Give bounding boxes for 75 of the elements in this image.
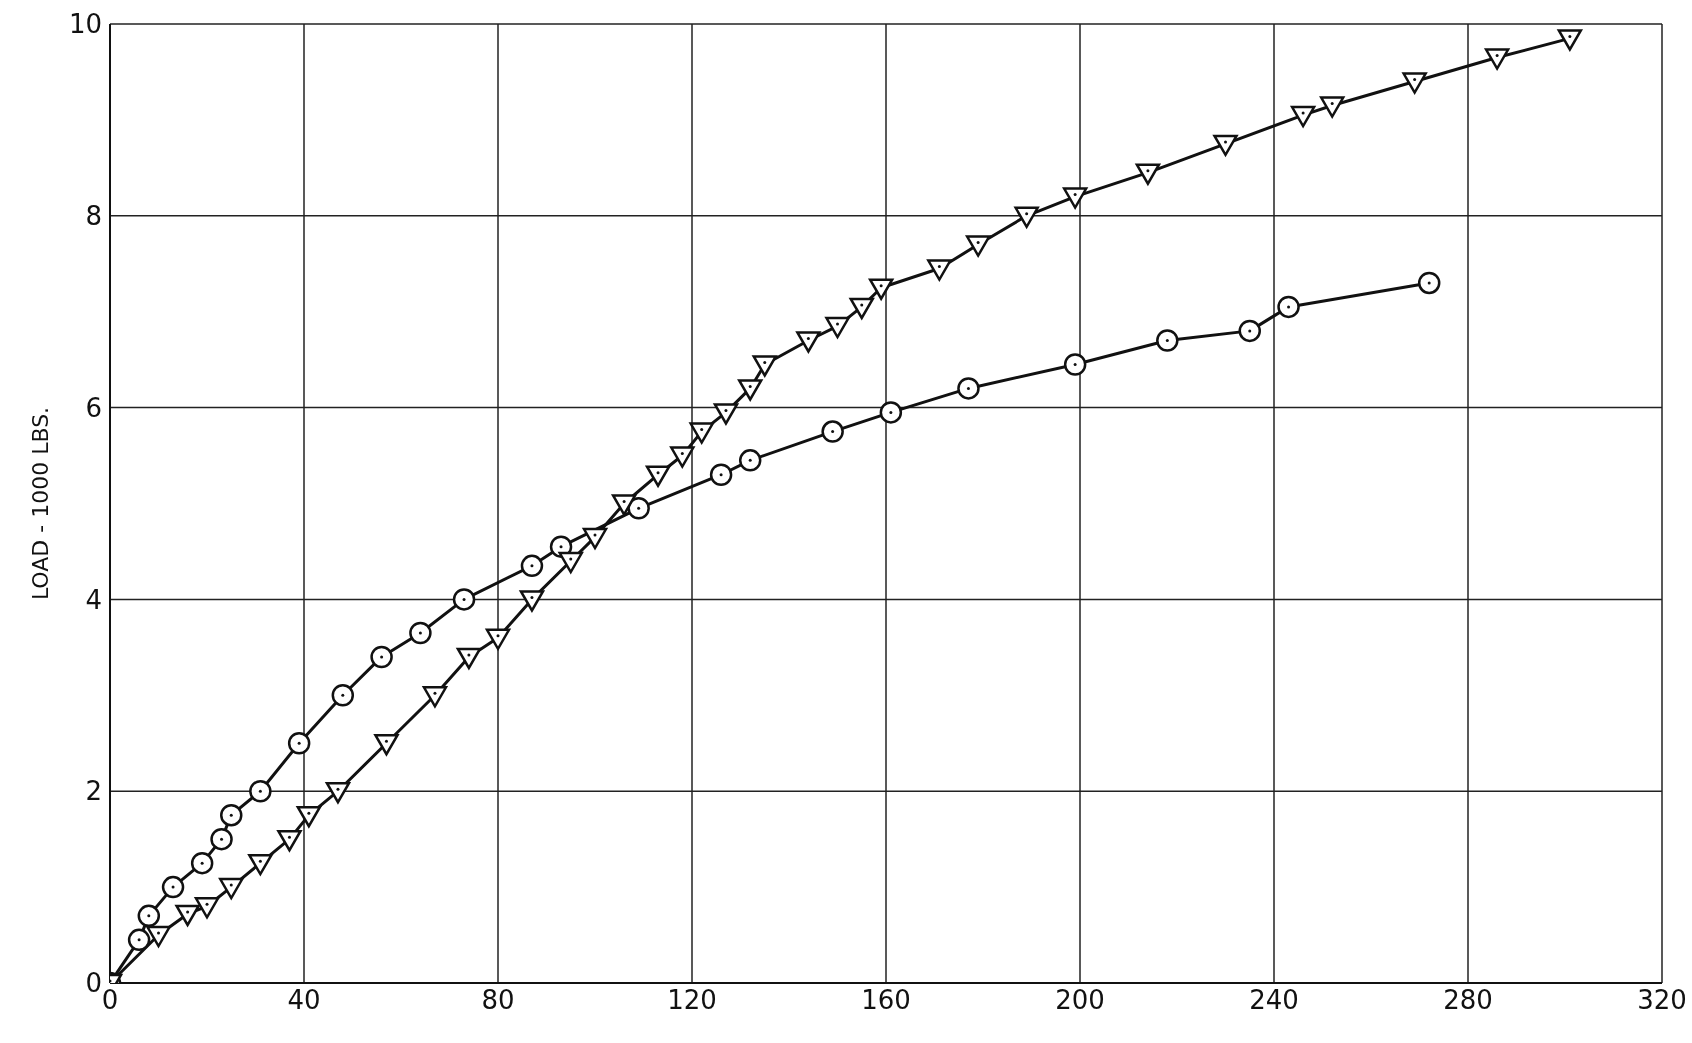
point bbox=[879, 401, 903, 424]
point bbox=[456, 647, 482, 670]
point bbox=[127, 928, 151, 952]
point bbox=[1062, 187, 1088, 209]
y-tick-label: 8 bbox=[85, 201, 102, 232]
point bbox=[1484, 48, 1510, 70]
point bbox=[1557, 29, 1583, 51]
point bbox=[175, 904, 200, 927]
point bbox=[1014, 206, 1039, 229]
point bbox=[190, 851, 214, 875]
point bbox=[627, 497, 650, 520]
point bbox=[452, 588, 476, 611]
point bbox=[825, 316, 850, 339]
point bbox=[1417, 271, 1441, 295]
point bbox=[325, 781, 351, 804]
point bbox=[1277, 295, 1300, 319]
y-tick-label: 4 bbox=[85, 584, 102, 615]
point bbox=[1290, 105, 1316, 128]
point bbox=[194, 897, 220, 919]
point bbox=[161, 875, 185, 899]
point bbox=[1402, 72, 1427, 94]
x-tick-label: 240 bbox=[1249, 985, 1299, 1016]
y-tick-label: 2 bbox=[85, 776, 102, 807]
point bbox=[752, 355, 777, 377]
point bbox=[248, 853, 273, 876]
point bbox=[249, 779, 272, 803]
point bbox=[737, 379, 763, 401]
point bbox=[1156, 329, 1179, 352]
point bbox=[796, 331, 821, 353]
point bbox=[868, 278, 894, 300]
point bbox=[1135, 163, 1161, 185]
point bbox=[709, 463, 733, 486]
x-tick-label: 120 bbox=[667, 985, 717, 1016]
point bbox=[645, 465, 671, 487]
point bbox=[1063, 353, 1087, 376]
point bbox=[670, 446, 695, 468]
point bbox=[296, 805, 322, 828]
point bbox=[558, 551, 583, 574]
y-tick-label: 6 bbox=[85, 392, 102, 423]
x-tick-label: 80 bbox=[481, 985, 515, 1016]
point bbox=[1319, 96, 1345, 118]
point bbox=[821, 420, 844, 443]
point bbox=[220, 803, 243, 827]
point bbox=[965, 235, 991, 257]
point bbox=[1238, 319, 1261, 343]
point bbox=[422, 686, 448, 708]
point bbox=[713, 403, 739, 425]
point bbox=[331, 684, 355, 707]
point bbox=[137, 904, 161, 928]
x-tick-label: 320 bbox=[1637, 985, 1687, 1016]
x-tick-label: 280 bbox=[1443, 985, 1493, 1016]
point bbox=[738, 449, 762, 472]
point bbox=[146, 925, 171, 948]
point bbox=[1213, 134, 1238, 157]
point bbox=[219, 877, 244, 900]
point bbox=[927, 259, 952, 281]
point bbox=[277, 829, 302, 852]
x-tick-label: 40 bbox=[287, 985, 321, 1016]
point bbox=[210, 827, 233, 851]
x-tick-label: 160 bbox=[861, 985, 911, 1016]
point bbox=[374, 734, 399, 756]
point bbox=[849, 297, 874, 320]
y-axis-title: LOAD - 1000 LBS. bbox=[27, 406, 53, 601]
x-tick-label: 200 bbox=[1055, 985, 1105, 1016]
point bbox=[370, 645, 393, 669]
point bbox=[287, 732, 311, 755]
y-tick-label: 10 bbox=[68, 9, 102, 40]
point bbox=[409, 621, 432, 645]
point bbox=[689, 422, 714, 444]
point bbox=[485, 628, 511, 651]
point bbox=[519, 590, 545, 612]
point bbox=[957, 377, 980, 400]
point bbox=[611, 494, 637, 516]
point bbox=[582, 527, 608, 550]
point bbox=[520, 554, 544, 578]
